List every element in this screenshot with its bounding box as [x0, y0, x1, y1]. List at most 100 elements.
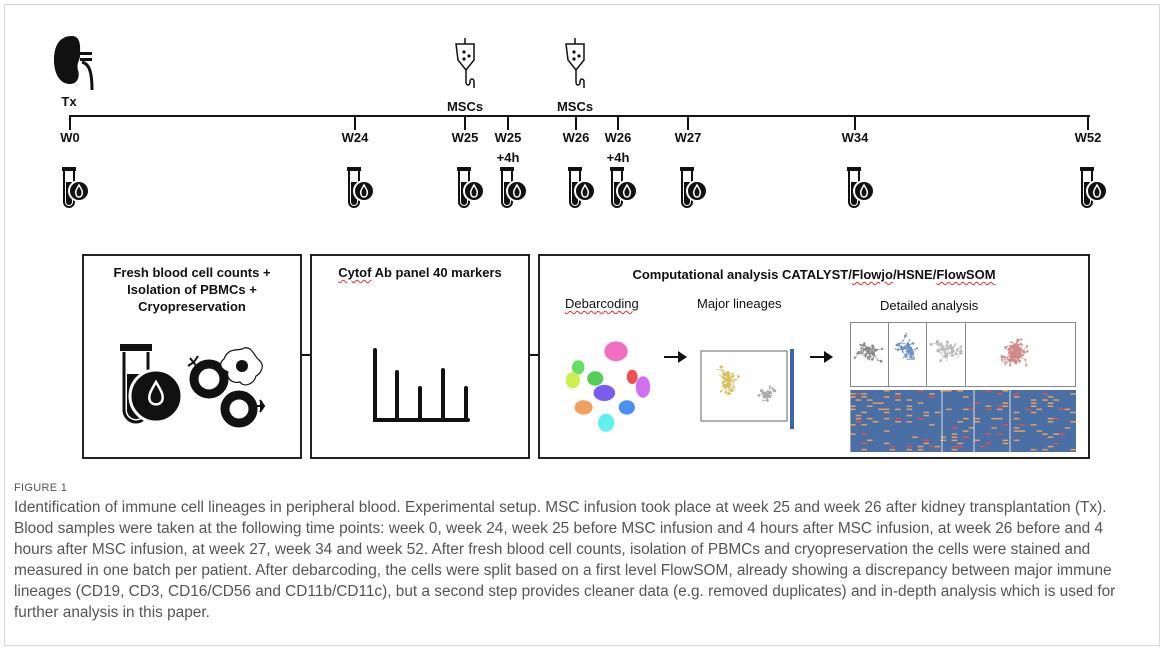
timepoint-label: W25	[451, 130, 479, 145]
tree-node	[1008, 347, 1012, 351]
tree-node	[1008, 345, 1010, 347]
tree-node	[903, 342, 905, 345]
tree-node	[737, 375, 740, 378]
cluster-blob	[604, 341, 628, 362]
tree-node	[1012, 348, 1015, 351]
tree-node	[1010, 341, 1013, 344]
timepoint-label: W52	[1074, 130, 1102, 145]
tree-node	[1022, 350, 1026, 354]
tree-node	[879, 359, 883, 363]
tree-node	[950, 352, 952, 355]
tree-node	[864, 355, 866, 357]
tree-node	[929, 342, 933, 346]
tree-node	[937, 348, 941, 352]
figure-frame	[4, 4, 1160, 646]
cluster-blob	[618, 400, 635, 415]
step-debarcoding: Debarcoding	[565, 296, 639, 311]
blood-sample-tube-icon	[455, 166, 489, 215]
timeline-tick	[354, 116, 356, 130]
tree-node	[728, 382, 732, 387]
tree-node	[721, 385, 724, 388]
timepoint-label: W34	[841, 130, 869, 145]
msc-infusion-bag-icon	[563, 38, 589, 99]
tree-node	[862, 343, 866, 347]
timepoint-label: W26	[604, 130, 632, 145]
timeline-tick	[1087, 116, 1089, 130]
tree-node	[762, 399, 765, 402]
tree-node	[945, 340, 949, 344]
tree-node	[762, 395, 764, 397]
tree-node	[950, 353, 954, 357]
tree-node	[875, 348, 878, 352]
bar-chart-icon	[373, 348, 470, 422]
tree-node	[900, 348, 902, 351]
tree-node	[905, 332, 907, 335]
major-lineages-tree	[700, 350, 788, 422]
tree-node	[722, 383, 725, 386]
detailed-analysis-trees	[850, 322, 1076, 387]
tree-node	[1000, 358, 1003, 361]
title-part: /HSNE/	[892, 267, 937, 282]
tree-node	[943, 352, 946, 354]
tree-node	[1020, 348, 1023, 350]
tree-node	[1013, 344, 1017, 348]
tree-node	[873, 348, 876, 352]
tree-node	[912, 356, 915, 359]
analysis-box: Computational analysis CATALYST/Flowjo/H…	[538, 254, 1090, 459]
tree-node	[724, 378, 728, 381]
processing-box: Fresh blood cell counts + Isolation of P…	[82, 254, 302, 459]
tree-node	[955, 350, 958, 353]
timeline-tick	[69, 116, 71, 130]
tree-node	[1012, 349, 1017, 353]
tree-node	[899, 345, 904, 350]
tree-node	[1003, 355, 1006, 359]
tree-node	[1014, 360, 1018, 365]
tree-node	[1015, 348, 1019, 352]
tree-node	[757, 393, 761, 397]
timeline-tick	[687, 116, 689, 130]
timepoint-label: W24	[341, 130, 369, 145]
msc-label: MSCs	[556, 99, 594, 114]
tree-node	[723, 371, 725, 373]
tree-node	[1008, 364, 1012, 367]
tree-node	[725, 383, 729, 387]
timepoint-label: W27	[674, 130, 702, 145]
arrow-right-icon	[664, 351, 687, 363]
tree-node	[1025, 345, 1029, 348]
tree-node	[870, 357, 874, 361]
cluster-blob	[593, 384, 616, 402]
tree-node	[939, 359, 943, 363]
tree-node	[939, 343, 943, 347]
tree-node	[911, 342, 915, 345]
tree-node	[1004, 362, 1006, 364]
tree-node	[1009, 351, 1012, 354]
tree-node	[1015, 341, 1018, 344]
timepoint-label: W26	[562, 130, 590, 145]
tree-node	[734, 374, 736, 376]
tree-node	[853, 356, 856, 359]
tree-node	[1006, 345, 1009, 347]
tree-node	[906, 358, 909, 361]
tree-node	[761, 389, 763, 392]
tree-node	[766, 393, 770, 397]
blood-sample-tube-icon	[498, 166, 532, 215]
analysis-title: Computational analysis CATALYST/Flowjo/H…	[540, 266, 1088, 283]
timepoint-label: W0	[60, 130, 80, 145]
tree-node	[1025, 364, 1028, 367]
tree-node	[957, 356, 959, 358]
tree-node	[1024, 358, 1027, 361]
tree-node	[722, 373, 724, 375]
cluster-blob	[587, 371, 604, 386]
processing-title: Fresh blood cell counts + Isolation of P…	[84, 264, 300, 315]
tree-node	[868, 356, 871, 358]
lineage-color-bar	[790, 349, 794, 429]
title-line: Cryopreservation	[138, 299, 246, 314]
blood-sample-tube-icon	[1078, 166, 1112, 215]
tree-node	[1020, 353, 1022, 355]
tree-node	[722, 380, 726, 384]
blood-sample-tube-icon	[845, 166, 879, 215]
panel-title: Cytof Ab panel 40 markers	[312, 264, 528, 281]
timeline-tick	[617, 116, 619, 130]
blood-sample-tube-icon	[566, 166, 600, 215]
blood-sample-tube-icon	[60, 166, 94, 215]
